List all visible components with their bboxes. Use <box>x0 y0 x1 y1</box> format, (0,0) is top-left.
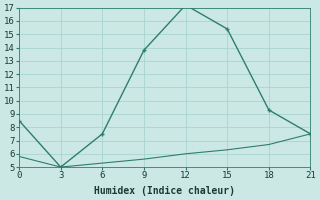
X-axis label: Humidex (Indice chaleur): Humidex (Indice chaleur) <box>94 186 235 196</box>
